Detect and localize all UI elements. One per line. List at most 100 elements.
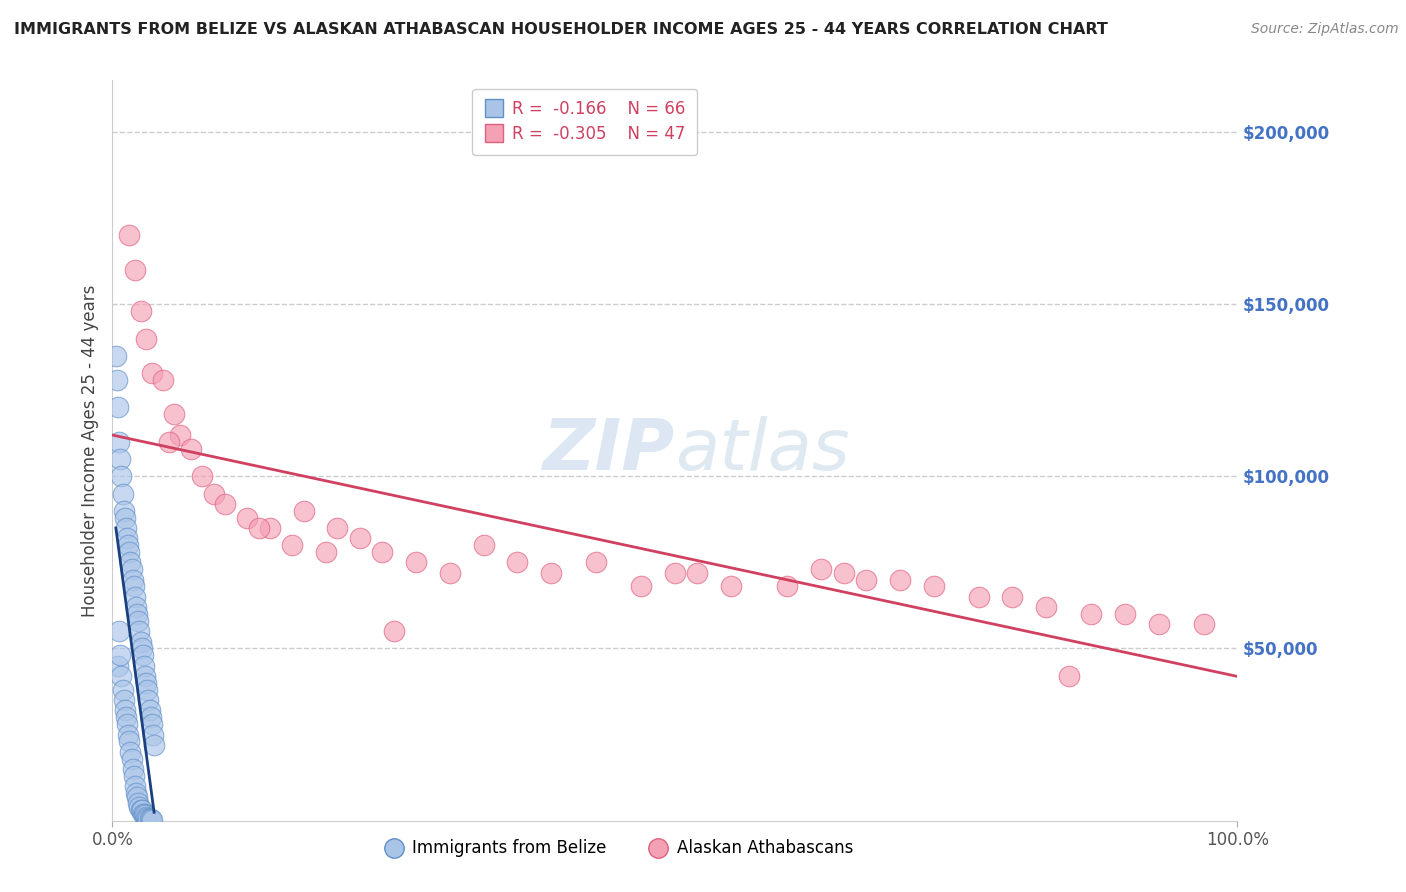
Point xyxy=(1035,600,1057,615)
Point xyxy=(855,573,877,587)
Point xyxy=(110,452,132,467)
Point xyxy=(152,373,174,387)
Point xyxy=(124,590,146,604)
Point xyxy=(1192,617,1215,632)
Point xyxy=(138,812,160,826)
Point xyxy=(540,566,562,580)
Point xyxy=(1080,607,1102,621)
Point xyxy=(121,573,143,587)
Point xyxy=(169,428,191,442)
Point xyxy=(112,504,135,518)
Point xyxy=(720,579,742,593)
Point xyxy=(122,769,145,783)
Point xyxy=(776,579,799,593)
Point xyxy=(315,545,337,559)
Text: atlas: atlas xyxy=(675,416,849,485)
Point xyxy=(138,703,160,717)
Point xyxy=(110,669,132,683)
Point xyxy=(1114,607,1136,621)
Point xyxy=(127,614,149,628)
Point xyxy=(121,562,143,576)
Point xyxy=(132,648,155,663)
Point xyxy=(139,812,162,826)
Point xyxy=(120,745,142,759)
Point xyxy=(118,228,141,243)
Point xyxy=(134,669,156,683)
Point xyxy=(124,262,146,277)
Point xyxy=(141,366,163,380)
Point xyxy=(132,806,155,821)
Point xyxy=(236,510,259,524)
Point xyxy=(135,676,157,690)
Point xyxy=(110,469,132,483)
Point xyxy=(349,531,371,545)
Point xyxy=(115,531,138,545)
Point xyxy=(112,693,135,707)
Point xyxy=(111,682,134,697)
Text: IMMIGRANTS FROM BELIZE VS ALASKAN ATHABASCAN HOUSEHOLDER INCOME AGES 25 - 44 YEA: IMMIGRANTS FROM BELIZE VS ALASKAN ATHABA… xyxy=(14,22,1108,37)
Point xyxy=(132,806,155,821)
Point xyxy=(127,797,149,811)
Point xyxy=(157,434,180,449)
Point xyxy=(121,762,143,776)
Point xyxy=(142,727,165,741)
Point xyxy=(129,803,152,817)
Point xyxy=(439,566,461,580)
Point xyxy=(114,510,136,524)
Point xyxy=(129,634,152,648)
Point xyxy=(247,521,270,535)
Point xyxy=(136,811,159,825)
Point xyxy=(664,566,686,580)
Point xyxy=(141,717,163,731)
Point xyxy=(139,710,162,724)
Point xyxy=(143,738,166,752)
Point xyxy=(131,641,153,656)
Point xyxy=(326,521,349,535)
Point xyxy=(202,486,225,500)
Point xyxy=(382,624,405,639)
Point xyxy=(127,607,149,621)
Point xyxy=(1057,669,1080,683)
Point xyxy=(115,717,138,731)
Point xyxy=(136,682,159,697)
Point xyxy=(128,800,150,814)
Point xyxy=(191,469,214,483)
Point xyxy=(129,304,152,318)
Point xyxy=(134,808,156,822)
Point xyxy=(292,504,315,518)
Point xyxy=(114,703,136,717)
Point xyxy=(121,752,143,766)
Point xyxy=(125,786,148,800)
Point xyxy=(138,693,160,707)
Point xyxy=(141,813,163,827)
Point xyxy=(110,648,132,663)
Point xyxy=(127,789,149,804)
Point xyxy=(120,555,142,569)
Point xyxy=(506,555,529,569)
Point xyxy=(108,434,131,449)
Point xyxy=(104,349,127,363)
Point xyxy=(259,521,281,535)
Point xyxy=(128,624,150,639)
Point xyxy=(122,579,145,593)
Point xyxy=(115,710,138,724)
Point xyxy=(832,566,855,580)
Y-axis label: Householder Income Ages 25 - 44 years: Householder Income Ages 25 - 44 years xyxy=(80,285,98,616)
Point xyxy=(108,624,131,639)
Point xyxy=(1147,617,1170,632)
Point xyxy=(107,658,129,673)
Point xyxy=(630,579,652,593)
Point xyxy=(405,555,427,569)
Point xyxy=(1001,590,1024,604)
Point xyxy=(124,779,146,793)
Text: Source: ZipAtlas.com: Source: ZipAtlas.com xyxy=(1251,22,1399,37)
Point xyxy=(686,566,709,580)
Point xyxy=(105,373,128,387)
Point xyxy=(922,579,945,593)
Point xyxy=(131,803,153,817)
Legend: Immigrants from Belize, Alaskan Athabascans: Immigrants from Belize, Alaskan Athabasc… xyxy=(377,833,860,864)
Point xyxy=(180,442,202,456)
Point xyxy=(163,407,186,421)
Point xyxy=(281,538,304,552)
Point xyxy=(214,497,236,511)
